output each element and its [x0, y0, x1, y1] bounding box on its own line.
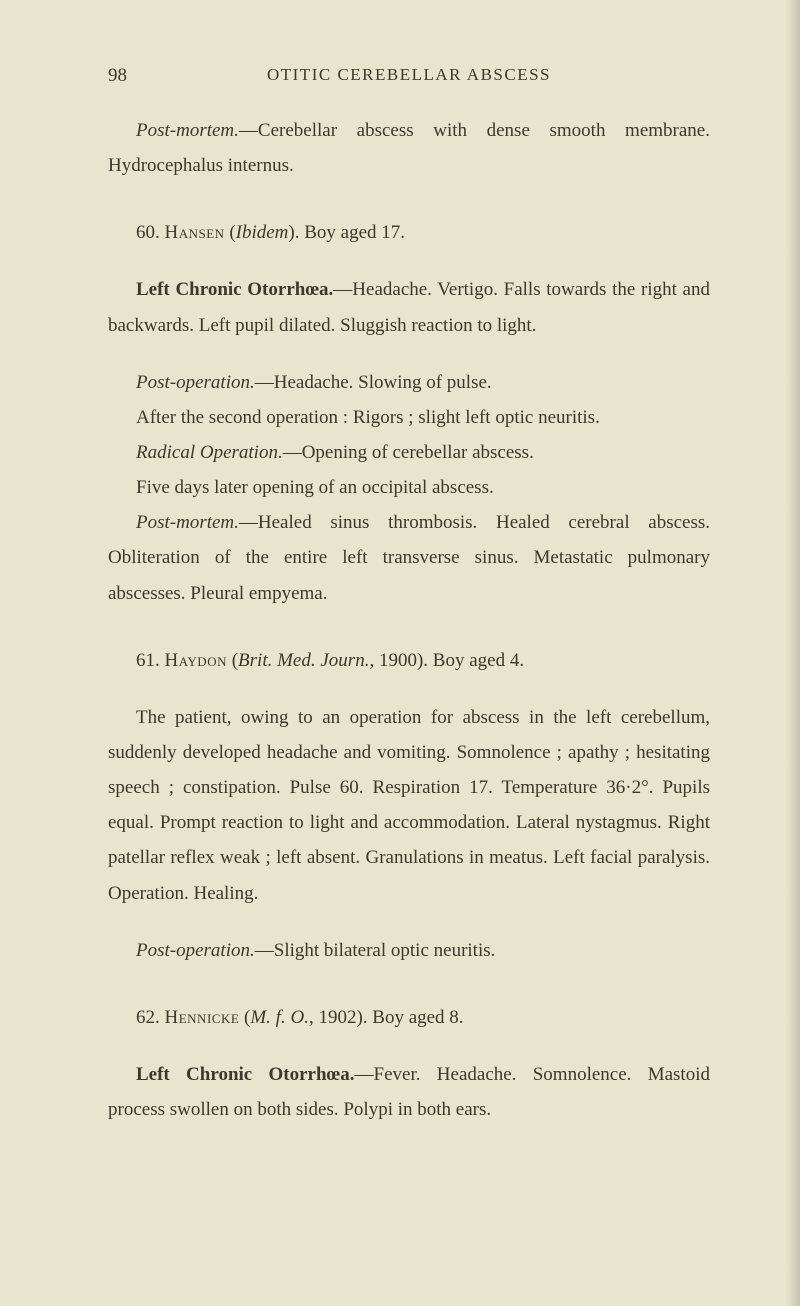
- para-60f: Post-mortem.—Healed sinus thrombosis. He…: [108, 505, 710, 610]
- entry-60-header: 60. Hansen (Ibidem). Boy aged 17.: [108, 215, 710, 250]
- para-60d: Radical Operation.—Opening of cerebellar…: [108, 435, 710, 470]
- post-mortem-para: Post-mortem.—Cerebellar abscess with den…: [108, 113, 710, 183]
- para-60a: Left Chronic Otorrhœa.—Headache. Vertigo…: [108, 272, 710, 342]
- pm-label: Post-mortem.: [136, 120, 239, 141]
- page-number: 98: [108, 65, 127, 87]
- entry-num: 62.: [136, 1007, 165, 1028]
- entry-num: 60.: [136, 222, 165, 243]
- lead-bold: Left Chronic Otorrhœa.: [136, 1064, 355, 1085]
- para-61b: Post-operation.—Slight bilateral optic n…: [108, 933, 710, 968]
- ref-close: , 1902). Boy aged 8.: [309, 1007, 464, 1028]
- label-italic: Radical Operation.: [136, 442, 283, 463]
- lead-bold: Left Chronic Otorrhœa.: [136, 279, 333, 300]
- entry-author: Haydon: [165, 650, 227, 671]
- ref-open: (: [225, 222, 236, 243]
- para-text: Five days later opening of an occipital …: [136, 477, 494, 498]
- entry-61-header: 61. Haydon (Brit. Med. Journ., 1900). Bo…: [108, 643, 710, 678]
- ref-close: ). Boy aged 17.: [288, 222, 405, 243]
- para-61a: The patient, owing to an operation for a…: [108, 700, 710, 911]
- ref-italic: M. f. O.: [250, 1007, 309, 1028]
- para-text: —Opening of cerebellar abscess.: [283, 442, 534, 463]
- entry-author: Hennicke: [165, 1007, 240, 1028]
- label-italic: Post-operation.: [136, 940, 255, 961]
- para-text: After the second operation : Rigors ; sl…: [136, 407, 600, 428]
- para-text: —Slight bilateral optic neuritis.: [255, 940, 496, 961]
- entry-num: 61.: [136, 650, 165, 671]
- para-60e: Five days later opening of an occipital …: [108, 470, 710, 505]
- ref-open: (: [227, 650, 238, 671]
- para-text: —Headache. Slowing of pulse.: [255, 372, 492, 393]
- running-header: OTITIC CEREBELLAR ABSCESS: [108, 62, 710, 85]
- label-italic: Post-mortem.: [136, 512, 239, 533]
- label-italic: Post-operation.: [136, 372, 255, 393]
- ref-open: (: [239, 1007, 250, 1028]
- entry-62-header: 62. Hennicke (M. f. O., 1902). Boy aged …: [108, 1000, 710, 1035]
- entry-author: Hansen: [165, 222, 225, 243]
- ref-italic: Brit. Med. Journ.: [238, 650, 369, 671]
- para-60b: Post-operation.—Headache. Slowing of pul…: [108, 365, 710, 400]
- ref-close: , 1900). Boy aged 4.: [369, 650, 524, 671]
- ref-italic: Ibidem: [236, 222, 289, 243]
- page-edge-shadow: [786, 0, 800, 1306]
- para-62a: Left Chronic Otorrhœa.—Fever. Headache. …: [108, 1057, 710, 1127]
- para-text: The patient, owing to an operation for a…: [108, 707, 710, 904]
- para-60c: After the second operation : Rigors ; sl…: [108, 400, 710, 435]
